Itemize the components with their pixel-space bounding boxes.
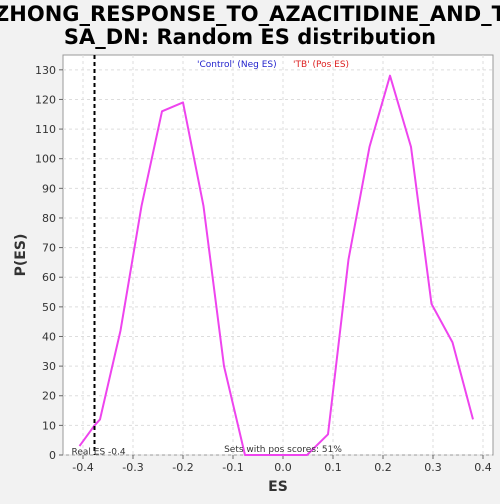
x-tick-label: 0.0 xyxy=(274,461,292,474)
x-axis-label: ES xyxy=(268,479,288,495)
y-tick-label: 40 xyxy=(42,330,56,343)
x-tick-label: -0.4 xyxy=(72,461,93,474)
y-tick-label: 50 xyxy=(42,301,56,314)
x-tick-label: 0.4 xyxy=(474,461,492,474)
axes: 0 10 20 30 40 50 60 70 80 90 100 110 120 130 -0.4 -0.3 -… xyxy=(35,64,492,474)
x-tick-label: -0.3 xyxy=(122,461,143,474)
y-tick-label: 60 xyxy=(42,271,56,284)
x-tick-label: 0.2 xyxy=(374,461,392,474)
distribution-line xyxy=(78,74,474,456)
y-tick-label: 30 xyxy=(42,360,56,373)
annotations: Real ES -0.4 Sets with pos scores: 51% xyxy=(72,55,342,458)
real-es-label: Real ES -0.4 xyxy=(72,448,126,458)
series-layer xyxy=(78,74,474,456)
chart-title-line-1: ZHONG_RESPONSE_TO_AZACITIDINE_AND_T xyxy=(0,2,500,26)
pos-scores-label: Sets with pos scores: 51% xyxy=(224,445,342,455)
y-tick-label: 110 xyxy=(35,123,56,136)
legend-neg-es: 'Control' (Neg ES) xyxy=(197,60,277,70)
y-tick-label: 90 xyxy=(42,182,56,195)
y-tick-label: 120 xyxy=(35,93,56,106)
chart-title-line-2: SA_DN: Random ES distribution xyxy=(64,25,436,49)
y-axis-label: P(ES) xyxy=(13,234,29,277)
y-tick-label: 100 xyxy=(35,153,56,166)
y-tick-label: 20 xyxy=(42,390,56,403)
y-tick-label: 0 xyxy=(49,449,56,462)
y-tick-label: 10 xyxy=(42,419,56,432)
x-tick-label: -0.2 xyxy=(172,461,193,474)
y-tick-label: 80 xyxy=(42,212,56,225)
plot-area xyxy=(62,54,494,456)
x-tick-label: -0.1 xyxy=(222,461,243,474)
x-tick-label: 0.3 xyxy=(424,461,442,474)
y-tick-label: 70 xyxy=(42,242,56,255)
y-tick-label: 130 xyxy=(35,64,56,77)
legend-pos-es: 'TB' (Pos ES) xyxy=(293,60,349,70)
x-tick-label: 0.1 xyxy=(324,461,342,474)
